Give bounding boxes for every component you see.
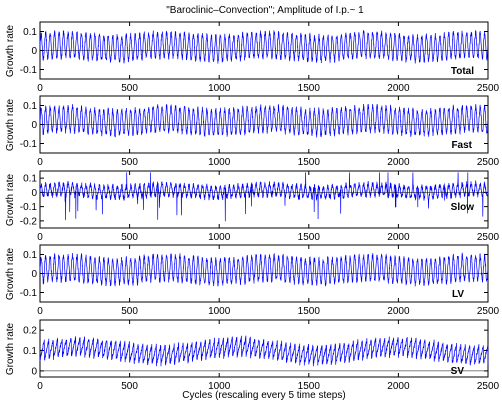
panel-lv: Growth rate 0 500 1000 1500 2000 2500 0.1 0 -0.… xyxy=(5,244,500,317)
plot-area xyxy=(39,170,489,229)
x-tick-label: 0 xyxy=(37,83,43,94)
x-tick-label: 2500 xyxy=(477,232,500,243)
x-tick-label: 0 xyxy=(37,232,43,243)
x-tick-label: 2500 xyxy=(477,83,500,94)
y-axis-label: Growth rate xyxy=(5,173,16,226)
panel-label: LV xyxy=(452,289,464,300)
x-tick-label: 2000 xyxy=(387,157,410,168)
x-tick-label: 500 xyxy=(121,232,138,243)
panel-sv: Growth rate 0 500 1000 1500 2000 2500 0.20.10… xyxy=(5,319,500,392)
series-line-lv xyxy=(39,252,489,287)
x-tick-label: 1500 xyxy=(298,232,321,243)
y-tick-label: 0.1 xyxy=(23,346,37,357)
x-tick-label: 0 xyxy=(37,381,43,392)
x-tick-label: 2500 xyxy=(477,157,500,168)
x-tick-label: 1000 xyxy=(208,232,231,243)
x-tick-label: 1000 xyxy=(208,306,231,317)
x-tick-label: 500 xyxy=(121,83,138,94)
y-tick-label: 0 xyxy=(31,46,37,57)
y-tick-label: 0.1 xyxy=(23,101,37,112)
x-tick-label: 2000 xyxy=(387,306,410,317)
y-tick-label: -0.1 xyxy=(20,139,38,150)
series-line-sv xyxy=(39,335,489,372)
x-tick-label: 2000 xyxy=(387,381,410,392)
y-tick-label: 0 xyxy=(31,188,37,199)
x-tick-labels: 0 500 1000 1500 2000 2500 xyxy=(37,320,500,392)
x-tick-labels: 0 500 1000 1500 2000 2500 xyxy=(37,245,500,317)
x-tick-label: 1000 xyxy=(208,83,231,94)
panel-label: SV xyxy=(451,366,465,377)
y-axis-label: Growth rate xyxy=(5,322,16,375)
panel-total: Growth rate 0 500 1000 1500 2000 2500 0.1 0 -0.… xyxy=(5,21,500,94)
x-tick-labels: 0 500 1000 1500 2000 2500 xyxy=(37,22,500,94)
series-line-total xyxy=(39,29,489,64)
x-tick-label: 1500 xyxy=(298,381,321,392)
y-tick-label: 0.1 xyxy=(23,250,37,261)
x-tick-label: 1500 xyxy=(298,306,321,317)
x-tick-label: 500 xyxy=(121,157,138,168)
y-tick-label: 0.2 xyxy=(23,326,37,337)
y-tick-label: 0.1 xyxy=(23,174,37,185)
series-line xyxy=(39,335,489,367)
panel-label: Total xyxy=(451,66,474,77)
panel-fast: Growth rate 0 500 1000 1500 2000 2500 0.1 0 -0.… xyxy=(5,95,500,168)
x-tick-label: 0 xyxy=(37,306,43,317)
x-tick-label: 2000 xyxy=(387,83,410,94)
series-line xyxy=(39,29,489,64)
series-line xyxy=(39,103,489,138)
y-axis-label: Growth rate xyxy=(5,98,16,151)
x-tick-label: 2500 xyxy=(477,381,500,392)
series-line xyxy=(39,172,489,222)
y-tick-label: -0.2 xyxy=(20,216,38,227)
x-tick-label: 2500 xyxy=(477,306,500,317)
x-tick-label: 1500 xyxy=(298,157,321,168)
x-tick-labels: 0 500 1000 1500 2000 2500 xyxy=(37,96,500,168)
y-axis-label: Growth rate xyxy=(5,24,16,77)
y-tick-label: 0 xyxy=(31,366,37,377)
x-tick-label: 1000 xyxy=(208,381,231,392)
x-tick-label: 500 xyxy=(121,306,138,317)
panel-label: Fast xyxy=(451,140,472,151)
x-axis-label: Cycles (rescaling every 5 time steps) xyxy=(182,390,345,401)
y-tick-label: -0.1 xyxy=(20,202,38,213)
y-axis-label: Growth rate xyxy=(5,247,16,300)
y-tick-label: 0.1 xyxy=(23,27,37,38)
series-line xyxy=(39,252,489,287)
y-tick-label: 0 xyxy=(31,269,37,280)
y-tick-label: 0 xyxy=(31,120,37,131)
series-line-slow xyxy=(39,172,489,222)
panel-label: Slow xyxy=(451,202,475,213)
chart-title: "Baroclinic–Convection"; Amplitude of I.… xyxy=(166,5,364,16)
x-tick-label: 1500 xyxy=(298,83,321,94)
x-tick-label: 500 xyxy=(121,381,138,392)
x-tick-labels: 0 500 1000 1500 2000 2500 xyxy=(37,171,500,243)
series-line-fast xyxy=(39,103,489,138)
x-tick-label: 0 xyxy=(37,157,43,168)
x-tick-label: 1000 xyxy=(208,157,231,168)
y-tick-label: -0.1 xyxy=(20,65,38,76)
x-tick-label: 2000 xyxy=(387,232,410,243)
panel-slow: Growth rate 0 500 1000 1500 2000 2500 0.1 0 -0.… xyxy=(5,170,500,243)
y-tick-label: -0.1 xyxy=(20,288,38,299)
